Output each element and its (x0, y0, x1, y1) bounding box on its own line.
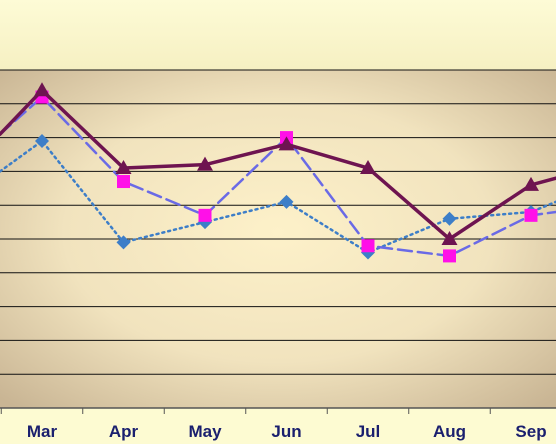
data-point-square (361, 239, 375, 253)
data-point-diamond (35, 133, 49, 148)
data-point-square (443, 249, 456, 263)
axis-band (0, 408, 556, 444)
data-point-triangle (360, 160, 376, 175)
data-point-diamond (442, 211, 457, 226)
data-point-square (524, 208, 538, 222)
x-tick-label: Mar (27, 422, 58, 441)
data-point-square (117, 175, 130, 189)
data-point-diamond (279, 194, 294, 209)
x-tick-label: Apr (109, 422, 139, 441)
x-tick-label: May (188, 422, 222, 441)
x-axis (0, 407, 556, 414)
series-layer (0, 82, 556, 263)
data-point-triangle (441, 231, 458, 245)
data-point-triangle (115, 160, 132, 175)
x-tick-label: Sep (515, 422, 546, 441)
data-point-triangle (34, 82, 50, 97)
x-tick-label: Jun (271, 422, 301, 441)
data-point-triangle (278, 136, 295, 151)
data-point-diamond (116, 235, 131, 250)
data-point-triangle (523, 176, 539, 191)
chart-top-band (0, 0, 556, 70)
x-tick-label: Aug (433, 422, 466, 441)
data-point-square (198, 208, 212, 222)
data-point-triangle (197, 156, 213, 171)
x-tick-labels: Mar Apr May Jun Jul Aug Sep (27, 422, 547, 441)
x-tick-label: Jul (356, 422, 381, 441)
